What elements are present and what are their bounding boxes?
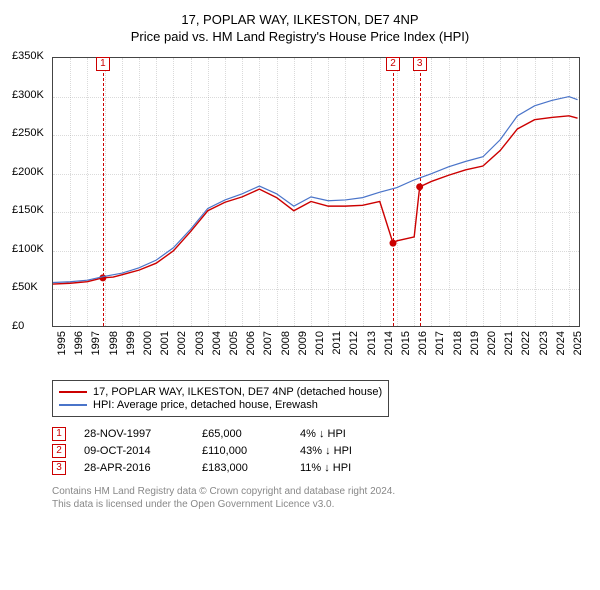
event-diff: 11% ↓ HPI	[300, 462, 380, 474]
event-price: £183,000	[202, 462, 282, 474]
y-axis-label: £200K	[12, 166, 44, 178]
y-axis-label: £150K	[12, 204, 44, 216]
legend-label: 17, POPLAR WAY, ILKESTON, DE7 4NP (detac…	[93, 386, 382, 398]
event-row: 3 28-APR-2016 £183,000 11% ↓ HPI	[52, 461, 590, 475]
legend-swatch	[59, 404, 87, 406]
event-price: £65,000	[202, 428, 282, 440]
events-table: 1 28-NOV-1997 £65,000 4% ↓ HPI 2 09-OCT-2014 £…	[52, 427, 590, 475]
series-marker	[416, 183, 423, 190]
event-date: 28-NOV-1997	[84, 428, 184, 440]
event-number-icon: 3	[52, 461, 66, 475]
legend-row: HPI: Average price, detached house, Erew…	[59, 399, 382, 411]
event-price: £110,000	[202, 445, 282, 457]
legend: 17, POPLAR WAY, ILKESTON, DE7 4NP (detac…	[52, 380, 389, 417]
y-axis-label: £350K	[12, 50, 44, 62]
event-date: 09-OCT-2014	[84, 445, 184, 457]
y-axis-label: £0	[12, 320, 24, 332]
y-axis-label: £50K	[12, 281, 38, 293]
event-diff: 4% ↓ HPI	[300, 428, 380, 440]
series-line-hpi	[53, 97, 578, 283]
event-number-icon: 1	[52, 427, 66, 441]
legend-row: 17, POPLAR WAY, ILKESTON, DE7 4NP (detac…	[59, 386, 382, 398]
event-number-icon: 2	[52, 444, 66, 458]
event-row: 1 28-NOV-1997 £65,000 4% ↓ HPI	[52, 427, 590, 441]
event-date: 28-APR-2016	[84, 462, 184, 474]
chart-svg	[53, 58, 581, 328]
series-marker	[390, 240, 397, 247]
y-axis-label: £300K	[12, 89, 44, 101]
chart-title: 17, POPLAR WAY, ILKESTON, DE7 4NP	[10, 12, 590, 27]
legend-label: HPI: Average price, detached house, Erew…	[93, 399, 318, 411]
event-diff: 43% ↓ HPI	[300, 445, 380, 457]
legend-swatch	[59, 391, 87, 393]
y-axis-label: £100K	[12, 243, 44, 255]
footnote: Contains HM Land Registry data © Crown c…	[52, 485, 590, 511]
footnote-line-2: This data is licensed under the Open Gov…	[52, 498, 590, 511]
x-axis-label: 2025	[572, 331, 600, 355]
footnote-line-1: Contains HM Land Registry data © Crown c…	[52, 485, 590, 498]
y-axis-label: £250K	[12, 127, 44, 139]
chart-subtitle: Price paid vs. HM Land Registry's House …	[10, 29, 590, 44]
plot-area: 123	[52, 57, 580, 327]
event-row: 2 09-OCT-2014 £110,000 43% ↓ HPI	[52, 444, 590, 458]
chart-container: 123 £0 £50K £100K £150K £200K £250K £300K £350K…	[10, 52, 590, 372]
